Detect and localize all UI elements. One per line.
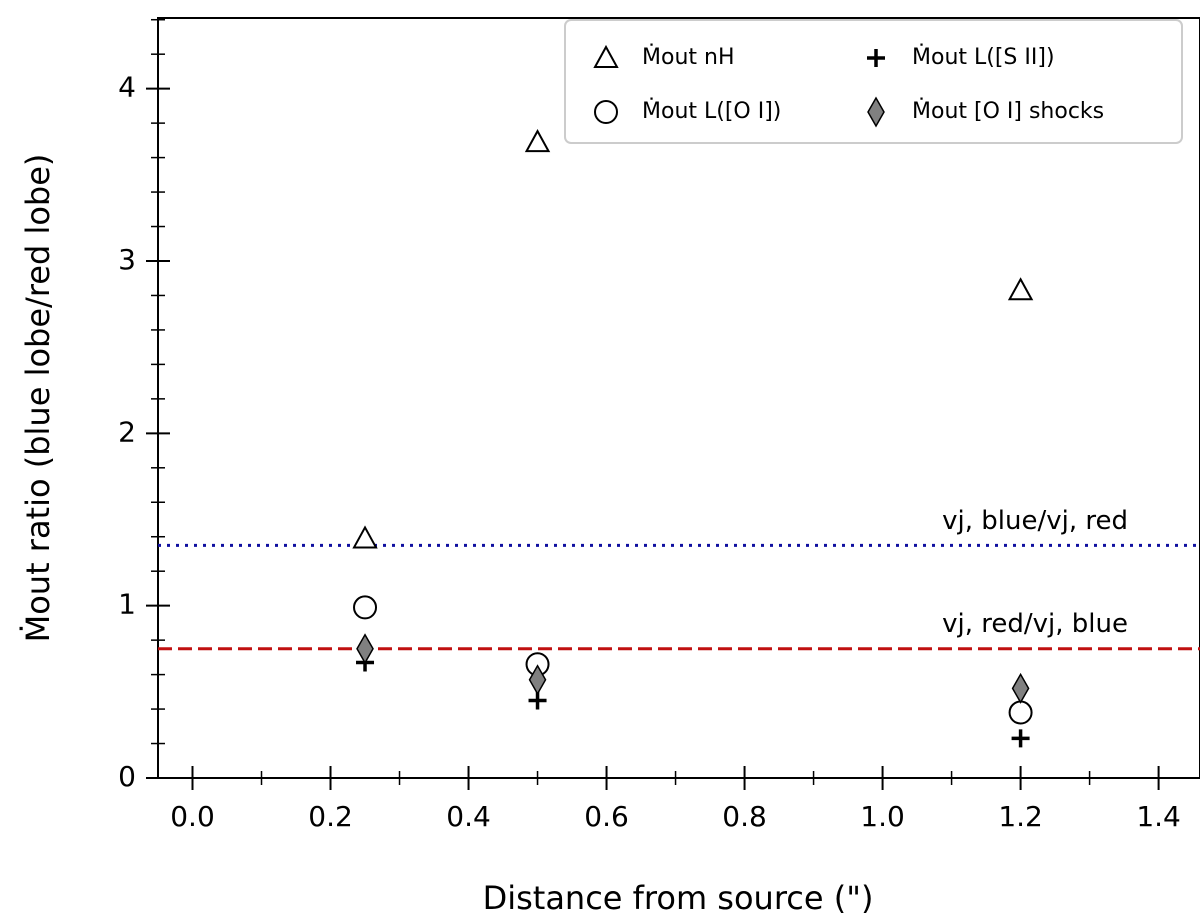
legend-marker [867,96,885,128]
legend-marker [594,100,618,124]
x-tick-label: 0.8 [722,800,767,833]
legend-box [564,19,1183,144]
y-tick-label: 3 [118,243,136,276]
y-tick-label: 0 [118,760,136,793]
x-tick-label: 0.0 [170,800,215,833]
x-tick-label: 1.4 [1136,800,1181,833]
diamond-marker [528,664,547,696]
triangle-marker [524,129,551,153]
diamond-marker [356,633,374,665]
x-tick-label: 0.6 [584,800,629,833]
y-axis-label: Ṁout ratio (blue lobe/red lobe) [19,154,57,643]
circle-marker [353,595,378,620]
legend-text: Ṁout nH [642,44,735,70]
plot-frame [157,17,1200,779]
y-tick-label: 2 [118,415,136,448]
plus-marker [1011,729,1030,748]
legend-marker [593,44,619,68]
x-tick-label: 1.0 [860,800,905,833]
diamond-marker [1011,672,1030,704]
legend-text: Ṁout [O I] shocks [912,98,1104,124]
triangle-marker [1007,277,1034,301]
legend-text: Ṁout L([O I]) [642,98,781,124]
x-axis-label: Distance from source (") [483,879,874,917]
x-tick-label: 1.2 [998,800,1043,833]
legend-marker [867,49,885,67]
y-tick-label: 4 [118,71,136,104]
x-tick-label: 0.2 [308,800,353,833]
reference-label: vj, red/vj, blue [942,609,1128,639]
x-tick-label: 0.4 [446,800,491,833]
reference-label: vj, blue/vj, red [942,506,1128,536]
y-tick-label: 1 [118,588,136,621]
triangle-marker [352,525,378,549]
legend-text: Ṁout L([S II]) [912,44,1055,70]
circle-marker [1008,700,1033,725]
